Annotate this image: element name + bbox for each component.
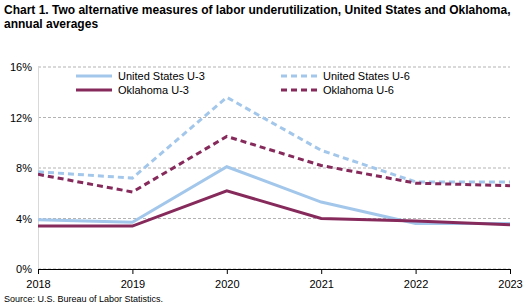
grid <box>38 67 510 269</box>
x-tick-label: 2019 <box>121 278 145 290</box>
y-tick: 16% <box>10 61 38 73</box>
x-tick: 2020 <box>215 269 239 290</box>
x-tick-label: 2018 <box>26 278 50 290</box>
y-tick-label: 12% <box>10 112 32 124</box>
x-tick-mark <box>321 269 322 274</box>
legend-key <box>281 75 317 78</box>
x-axis-line <box>39 269 511 270</box>
y-tick-label: 4% <box>16 213 32 225</box>
y-tick: 4% <box>16 213 38 225</box>
x-tick-mark <box>510 269 511 274</box>
legend-key <box>281 89 317 92</box>
grid-line <box>38 67 510 68</box>
series-line <box>38 136 510 192</box>
y-tick-label: 0% <box>16 263 32 275</box>
legend-label: Oklahoma U-6 <box>323 84 394 96</box>
y-axis: 0% 4% 8% 12% 16% <box>10 61 39 275</box>
x-tick-mark <box>38 269 39 274</box>
y-tick-label: 16% <box>10 61 32 73</box>
y-tick-label: 8% <box>16 162 32 174</box>
legend: United States U-3 United States U-6 Oklaho… <box>76 70 410 96</box>
x-tick-mark <box>416 269 417 274</box>
lines <box>38 97 510 226</box>
x-tick: 2022 <box>404 269 428 290</box>
x-tick: 2023 <box>498 269 522 290</box>
legend-label: United States U-6 <box>323 70 410 82</box>
x-axis: 2018 2019 2020 2021 2022 2023 <box>26 269 522 290</box>
y-tick: 12% <box>10 112 38 124</box>
y-tick: 8% <box>16 162 38 174</box>
chart: Chart 1. Two alternative measures of lab… <box>0 0 531 305</box>
series-line <box>38 97 510 182</box>
legend-label: United States U-3 <box>118 70 205 82</box>
legend-key <box>76 89 112 92</box>
x-tick-label: 2022 <box>404 278 428 290</box>
x-tick: 2021 <box>309 269 333 290</box>
y-tick: 0% <box>16 263 38 275</box>
x-tick-label: 2021 <box>309 278 333 290</box>
x-tick: 2018 <box>26 269 50 290</box>
source-note: Source: U.S. Bureau of Labor Statistics. <box>4 294 163 304</box>
grid-line <box>38 117 510 118</box>
series-line <box>38 191 510 226</box>
y-axis-line <box>38 68 39 270</box>
x-tick-mark <box>227 269 228 274</box>
x-tick-mark <box>132 269 133 274</box>
grid-line <box>38 218 510 219</box>
x-tick: 2019 <box>121 269 145 290</box>
x-tick-label: 2023 <box>498 278 522 290</box>
title: Chart 1. Two alternative measures of lab… <box>4 3 511 31</box>
legend-label: Oklahoma U-3 <box>118 84 189 96</box>
grid-line <box>38 269 510 270</box>
legend-key <box>76 75 112 78</box>
grid-line <box>38 168 510 169</box>
x-tick-label: 2020 <box>215 278 239 290</box>
